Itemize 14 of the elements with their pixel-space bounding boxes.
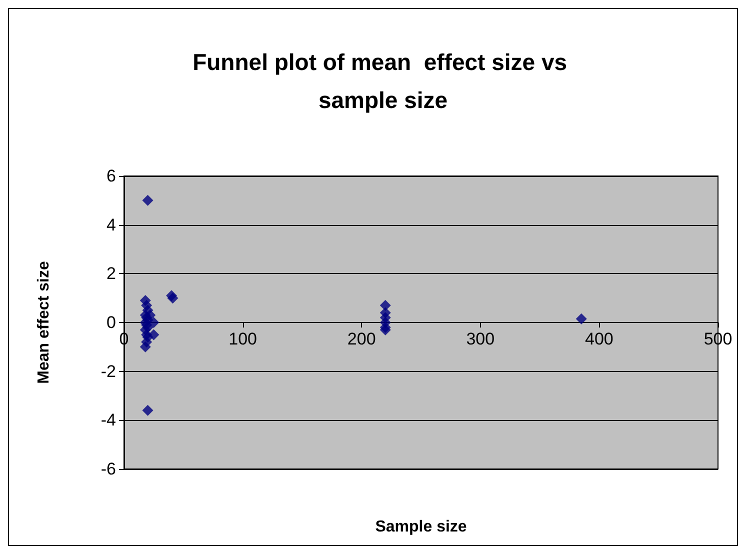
chart-title: Funnel plot of mean effect size vs sample size: [192, 49, 574, 113]
x-tick-label: 100: [228, 330, 257, 348]
y-tick-label: 6: [106, 166, 116, 186]
x-tick-label: 400: [585, 330, 614, 348]
y-tick-label: -2: [100, 362, 116, 381]
y-tick-label: 0: [106, 313, 116, 332]
y-tick-label: -4: [100, 410, 116, 430]
y-tick-label: 4: [106, 215, 116, 234]
y-tick-label: -6: [100, 460, 116, 478]
y-tick-label: 2: [106, 264, 116, 284]
x-tick-label: 200: [347, 330, 376, 348]
x-tick-label: 300: [466, 330, 495, 348]
x-axis-title: Sample size: [375, 518, 467, 536]
y-axis-title: Mean effect size: [36, 261, 52, 384]
